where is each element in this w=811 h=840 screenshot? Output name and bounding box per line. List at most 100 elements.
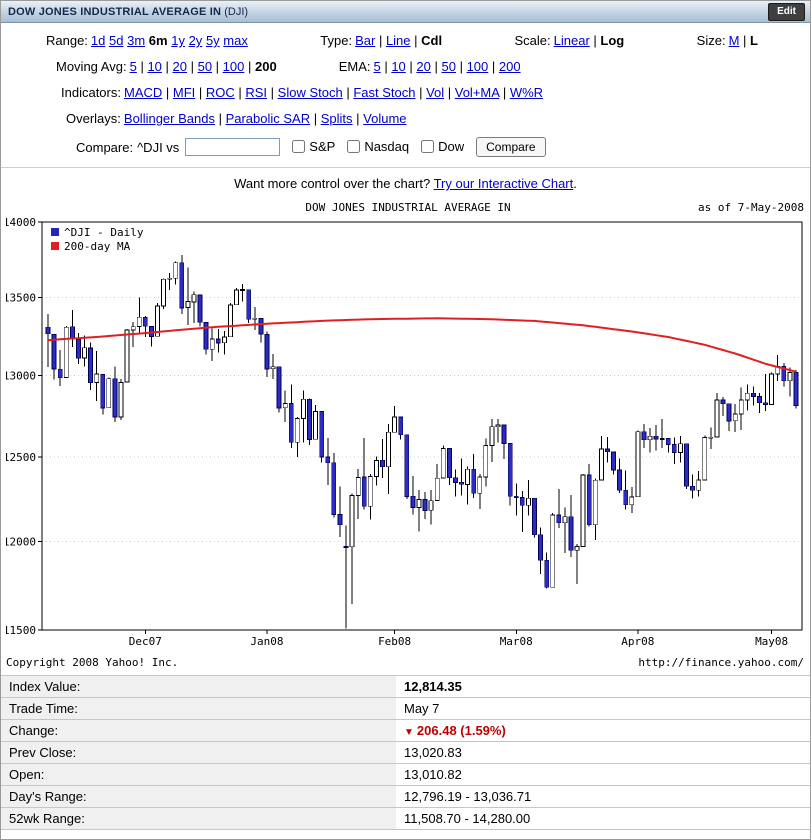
overlays-option-parabolic-sar[interactable]: Parabolic SAR [225,111,311,126]
compare-checkbox-s-p[interactable] [292,139,306,153]
svg-text:11500: 11500 [6,624,36,637]
separator: | [214,111,226,126]
separator: | [415,85,427,100]
promo-suffix: . [573,176,577,191]
quote-row: Open: 13,010.82 [1,763,810,786]
scale-option-log: Log [600,33,625,48]
quote-value: 12,814.35 [396,675,810,698]
svg-text:^DJI - Daily: ^DJI - Daily [64,226,144,239]
svg-text:Apr08: Apr08 [621,635,654,648]
separator: | [352,111,364,126]
type-option-bar[interactable]: Bar [355,33,376,48]
candles-layer [45,254,799,629]
moving-avg-option-5[interactable]: 5 [129,59,137,74]
indicators-option-slow-stoch[interactable]: Slow Stoch [277,85,343,100]
ema-group: EMA: 5 | 10 | 20 | 50 | 100 | 200 [339,59,521,74]
compare-button[interactable]: Compare [476,137,546,157]
separator: | [455,59,467,74]
range-option-max[interactable]: max [223,33,248,48]
separator: | [162,85,173,100]
indicators-option-fast-stoch[interactable]: Fast Stoch [353,85,416,100]
indicators-option-roc[interactable]: ROC [205,85,235,100]
svg-text:May08: May08 [755,635,788,648]
compare-symbol-input[interactable] [185,138,281,156]
scale-option-linear[interactable]: Linear [553,33,590,48]
indicators-option-mfi[interactable]: MFI [172,85,196,100]
separator: | [161,59,173,74]
svg-text:12500: 12500 [6,451,36,464]
ema-option-100[interactable]: 100 [466,59,489,74]
separator: | [410,33,422,48]
indicators-option-vol[interactable]: Vol [426,85,445,100]
promo-text: Want more control over the chart? [234,176,434,191]
moving-avg-option-20[interactable]: 20 [172,59,187,74]
page-title: DOW JONES INDUSTRIAL AVERAGE IN (DJI) [8,6,248,18]
indicators-option-macd[interactable]: MACD [123,85,163,100]
range-option-1d[interactable]: 1d [90,33,106,48]
type-label: Type: [320,33,353,48]
overlays-row: Overlays: Bollinger Bands | Parabolic SAR… [1,111,810,126]
edit-button[interactable]: Edit [768,2,805,21]
size-label: Size: [696,33,726,48]
compare-checkbox-nasdaq[interactable] [347,139,361,153]
type-option-line[interactable]: Line [385,33,411,48]
compare-checkbox-dow[interactable] [421,139,435,153]
separator: | [430,59,442,74]
index-name: DOW JONES INDUSTRIAL AVERAGE IN [8,5,222,18]
indicators-label: Indicators: [61,85,121,100]
indicators-option-rsi[interactable]: RSI [245,85,268,100]
ema-option-20[interactable]: 20 [416,59,431,74]
chart-asof-date: as of 7-May-2008 [698,201,804,214]
separator: | [488,59,499,74]
source-url: http://finance.yahoo.com/ [638,656,804,669]
chart-header: DOW JONES INDUSTRIAL AVERAGE IN as of 7-… [6,201,810,216]
chart-title: DOW JONES INDUSTRIAL AVERAGE IN [305,201,511,214]
indicators-option-w%r[interactable]: W%R [509,85,544,100]
copyright-text: Copyright 2008 Yahoo! Inc. [6,656,179,669]
interactive-chart-link[interactable]: Try our Interactive Chart [433,176,574,191]
compare-option-s-p: S&P [292,139,335,154]
ema-option-200[interactable]: 200 [498,59,521,74]
moving-avg-ema-row: Moving Avg: 5 | 10 | 20 | 50 | 100 | 200 E… [1,59,810,74]
indicators-row: Indicators: MACD | MFI | ROC | RSI | Slow… [1,85,810,100]
scale-label: Scale: [514,33,551,48]
moving-avg-option-50[interactable]: 50 [197,59,213,74]
ema-option-50[interactable]: 50 [441,59,456,74]
range-option-5y[interactable]: 5y [205,33,220,48]
y-axis: 14000 13500 13000 12500 12000 11500 [3,216,802,637]
range-option-5d[interactable]: 5d [109,33,124,48]
quote-row: Index Value: 12,814.35 [1,675,810,698]
indicators-option-vol+ma[interactable]: Vol+MA [454,85,500,100]
separator: | [444,85,455,100]
quote-row: Day's Range: 12,796.19 - 13,036.71 [1,785,810,808]
overlays-option-volume[interactable]: Volume [363,111,407,126]
separator: | [375,33,386,48]
svg-text:14000: 14000 [6,216,36,229]
range-option-1y[interactable]: 1y [171,33,185,48]
separator: | [212,59,223,74]
scale-group: Scale: Linear | Log [515,33,625,48]
svg-text:Jan08: Jan08 [250,635,283,648]
size-option-m[interactable]: M [728,33,740,48]
compare-label: Compare: [76,139,134,155]
quote-row: Trade Time: May 7 [1,697,810,720]
quote-label: Index Value: [1,675,396,698]
range-option-2y[interactable]: 2y [188,33,203,48]
ema-option-10[interactable]: 10 [391,59,406,74]
ema-option-5[interactable]: 5 [373,59,381,74]
moving-avg-option-10[interactable]: 10 [147,59,162,74]
separator: | [244,59,255,74]
separator: | [267,85,278,100]
overlays-option-bollinger-bands[interactable]: Bollinger Bands [123,111,215,126]
range-option-3m[interactable]: 3m [127,33,146,48]
svg-text:12000: 12000 [6,536,36,549]
separator: | [342,85,354,100]
quote-label: Day's Range: [1,785,396,808]
compare-vs-text: ^DJI vs [137,139,180,155]
chart-controls: Range: 1d 5d 3m 6m 1y 2y 5y max Type: Bar |… [1,23,810,167]
quote-value: 13,010.82 [396,763,810,786]
moving-avg-option-100[interactable]: 100 [222,59,245,74]
moving-avg-option-200: 200 [254,59,277,74]
overlays-option-splits[interactable]: Splits [320,111,353,126]
